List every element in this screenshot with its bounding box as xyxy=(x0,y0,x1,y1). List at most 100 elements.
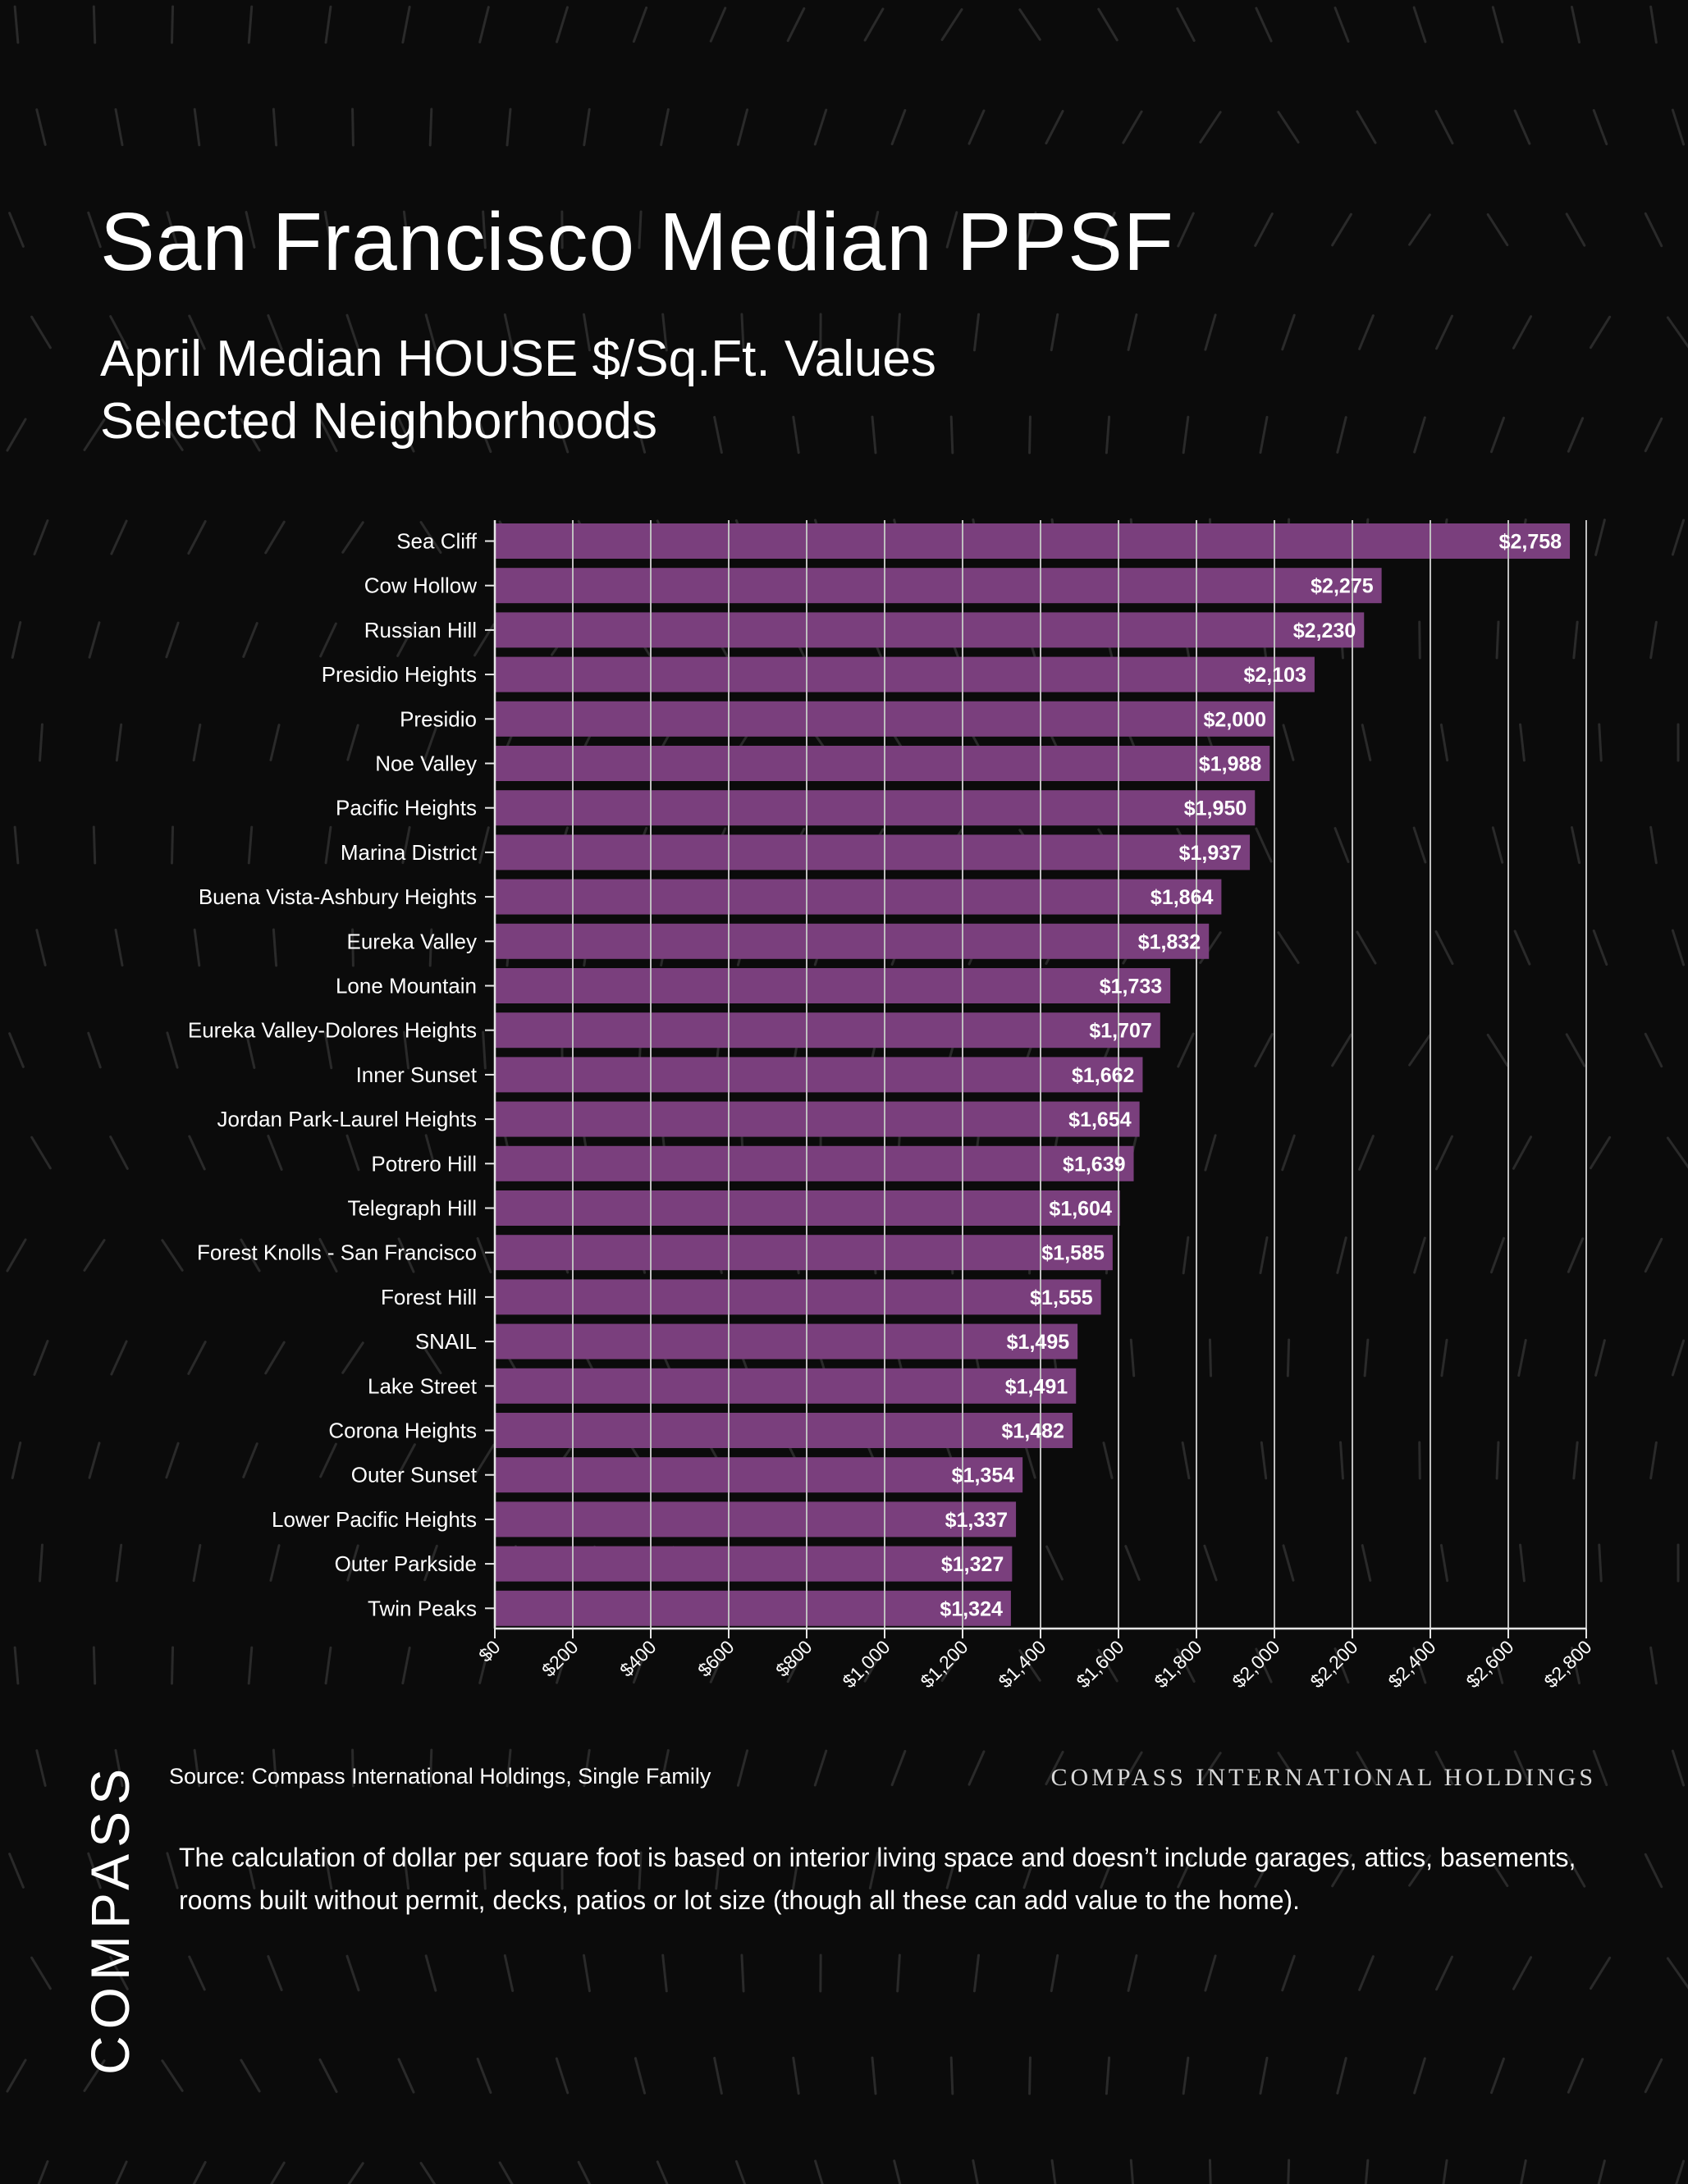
background-dash xyxy=(1336,1236,1347,1274)
bar xyxy=(495,1413,1073,1448)
background-dash xyxy=(402,1030,410,1070)
background-dash xyxy=(1439,1543,1449,1583)
background-dash xyxy=(30,1956,52,1990)
background-dash xyxy=(1259,415,1269,455)
background-dash xyxy=(1644,2058,1663,2094)
background-dash xyxy=(482,1851,487,1890)
background-dash xyxy=(30,1135,52,1170)
background-dash xyxy=(1567,2058,1585,2094)
background-dash xyxy=(1592,929,1608,966)
background-dash xyxy=(1495,620,1500,660)
background-dash xyxy=(940,8,963,41)
background-dash xyxy=(401,5,411,44)
background-dash xyxy=(1358,1955,1375,1991)
background-dash xyxy=(30,315,52,350)
data-label: $1,495 xyxy=(1007,1331,1070,1354)
background-dash xyxy=(1666,316,1688,349)
data-label: $1,482 xyxy=(1001,1420,1064,1443)
background-dash xyxy=(1671,929,1686,966)
background-dash xyxy=(478,826,490,864)
background-dash xyxy=(1259,2056,1269,2095)
x-tick-label: $2,600 xyxy=(1462,1636,1517,1692)
background-dash xyxy=(1513,1750,1531,1786)
category-label: Inner Sunset xyxy=(356,1062,478,1087)
background-dash xyxy=(1589,1135,1612,1170)
subtitle-line-1: April Median HOUSE $/Sq.Ft. Values xyxy=(100,331,936,387)
background-dash xyxy=(318,417,338,453)
chart-subtitle: April Median HOUSE $/Sq.Ft. Values Selec… xyxy=(100,328,936,453)
background-dash xyxy=(114,928,124,967)
background-dash xyxy=(1281,1134,1296,1172)
background-dash xyxy=(324,1646,332,1685)
background-dash xyxy=(945,211,958,249)
background-dash xyxy=(264,520,286,555)
background-dash xyxy=(1282,1544,1295,1582)
background-dash xyxy=(1254,1853,1274,1888)
background-dash xyxy=(351,1748,355,1788)
background-dash xyxy=(1259,1236,1269,1275)
background-dash xyxy=(272,928,278,967)
background-dash xyxy=(419,1341,442,1374)
background-dash xyxy=(161,418,184,451)
background-dash xyxy=(115,1543,123,1583)
background-dash xyxy=(272,1748,278,1788)
background-dash xyxy=(736,1749,749,1787)
background-dash xyxy=(1649,620,1658,660)
bar xyxy=(495,612,1365,648)
background-dash xyxy=(1644,417,1663,453)
background-dash xyxy=(890,1749,907,1787)
data-label: $1,639 xyxy=(1063,1153,1125,1176)
background-dash xyxy=(1413,2057,1426,2095)
background-dash xyxy=(1182,415,1190,455)
background-dash xyxy=(1434,109,1454,145)
bar xyxy=(495,1501,1017,1537)
background-dash xyxy=(656,2160,674,2184)
background-dash xyxy=(813,1749,828,1787)
data-label: $1,327 xyxy=(941,1553,1004,1576)
bar xyxy=(495,923,1210,959)
footnote: The calculation of dollar per square foo… xyxy=(179,1843,1576,1915)
background-dash xyxy=(87,1031,102,1069)
brand-wordmark: COMPASS INTERNATIONAL HOLDINGS xyxy=(1050,1764,1596,1791)
bar xyxy=(495,1323,1078,1359)
category-label: Cow Hollow xyxy=(364,573,477,598)
background-dash xyxy=(1512,1956,1533,1990)
background-dash xyxy=(1435,1135,1453,1171)
background-dash xyxy=(1333,1647,1350,1684)
bar xyxy=(495,879,1222,915)
bar xyxy=(495,1101,1140,1137)
bar xyxy=(495,1012,1160,1049)
background-dash xyxy=(1045,1545,1064,1581)
background-dash xyxy=(1105,2056,1111,2095)
background-dash xyxy=(1255,1647,1273,1684)
background-dash xyxy=(660,107,670,147)
background-dash xyxy=(1028,2056,1032,2095)
background-dash xyxy=(346,724,359,761)
background-dash xyxy=(863,1648,885,1683)
background-dash xyxy=(1666,1957,1688,1990)
background-dash xyxy=(1412,6,1427,43)
background-dash xyxy=(1570,825,1581,865)
background-dash xyxy=(1022,1852,1037,1889)
background-dash xyxy=(1491,826,1504,864)
background-dash xyxy=(792,415,800,455)
background-dash xyxy=(1045,1750,1064,1786)
data-label: $2,000 xyxy=(1204,708,1266,731)
background-dash xyxy=(1254,1033,1274,1067)
background-dash xyxy=(1363,2159,1370,2184)
background-dash xyxy=(192,1543,202,1583)
background-dash xyxy=(478,1647,490,1684)
data-label: $1,937 xyxy=(1179,842,1242,865)
background-dash xyxy=(1412,826,1427,864)
background-dash xyxy=(1598,723,1603,762)
background-dash xyxy=(1489,1236,1506,1274)
background-dash xyxy=(1018,1649,1041,1682)
background-dash xyxy=(351,928,355,967)
background-dash xyxy=(187,1341,207,1375)
data-label: $2,103 xyxy=(1243,664,1306,687)
background-dash xyxy=(1440,1338,1448,1378)
background-dash xyxy=(814,2159,827,2184)
background-dash xyxy=(1565,1033,1586,1067)
background-dash xyxy=(188,1135,206,1171)
background-dash xyxy=(35,1749,47,1787)
